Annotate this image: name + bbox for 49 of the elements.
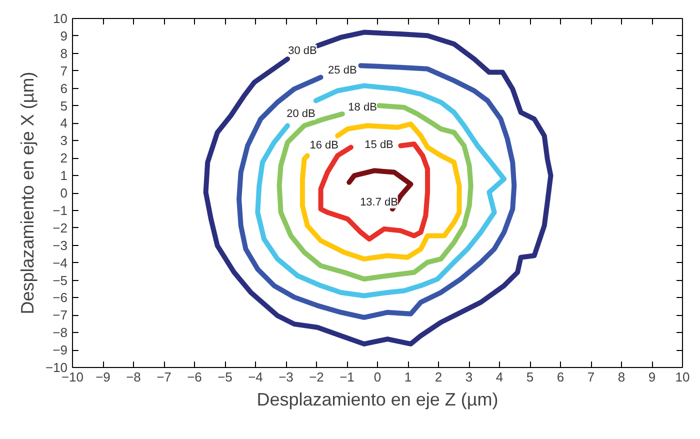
y-tick-label: −7: [52, 308, 68, 323]
annotation: 25 dB: [328, 64, 357, 77]
x-tick-label: −1: [340, 370, 354, 384]
x-tick-label: −6: [187, 370, 202, 384]
x-tick-label: −3: [278, 370, 294, 384]
y-axis-title: Desplazamiento en eje X (µm): [17, 72, 38, 314]
y-tick-label: 6: [60, 80, 68, 96]
x-tick-label: 9: [648, 370, 656, 384]
y-tick-label: −10: [45, 360, 68, 375]
y-tick-label: 1: [60, 168, 68, 184]
y-tick-label: −9: [52, 342, 68, 358]
x-axis-title: Desplazamiento en eje Z (µm): [256, 390, 498, 410]
y-tick-label: 0: [60, 186, 68, 200]
y-tick-label: 7: [60, 63, 68, 78]
y-tick-label: −2: [52, 220, 68, 236]
x-tick-label: 8: [618, 370, 626, 384]
y-tick-label: −4: [52, 255, 68, 270]
x-tick-label: 0: [374, 370, 382, 384]
x-tick-label: 4: [496, 370, 504, 384]
annotation: 15 dB: [364, 139, 394, 152]
y-tick-label: 2: [60, 150, 68, 166]
y-tick-label: −1: [52, 202, 68, 218]
y-tick-label: 4: [60, 116, 68, 131]
y-tick-label: −5: [52, 272, 68, 288]
annotation: 30 dB: [288, 44, 317, 57]
x-tick-label: 10: [675, 370, 690, 384]
x-tick-label: 3: [465, 370, 473, 384]
x-tick-label: −4: [248, 370, 263, 384]
x-tick-label: 2: [434, 370, 442, 384]
x-tick-label: 7: [587, 370, 595, 384]
y-tick-label: 3: [60, 133, 68, 148]
annotation: 16 dB: [310, 140, 338, 152]
y-tick-label: −6: [52, 290, 68, 306]
x-tick-label: −9: [96, 370, 110, 384]
y-tick-label: 10: [53, 11, 68, 26]
x-tick-label: 5: [526, 370, 534, 384]
y-tick-label: −8: [52, 325, 68, 340]
y-tick-label: 5: [60, 98, 68, 114]
y-tick-label: −3: [52, 238, 68, 253]
y-tick-label: 9: [60, 28, 68, 44]
x-tick-label: 6: [556, 370, 564, 384]
y-tick-label: 8: [60, 46, 68, 61]
x-tick-label: −8: [126, 370, 141, 384]
x-tick-label: −7: [156, 370, 172, 384]
x-tick-label: −5: [218, 370, 232, 384]
x-tick-label: −2: [309, 370, 324, 384]
annotation: 18 dB: [348, 101, 377, 114]
annotation: 20 dB: [286, 108, 316, 120]
x-tick-label: 1: [404, 370, 412, 384]
